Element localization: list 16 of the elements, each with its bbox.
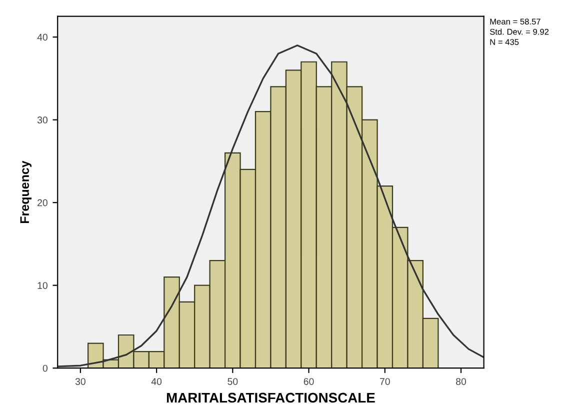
text: Std. Dev. = 9.92 bbox=[490, 28, 549, 35]
y-tick-label: 0 bbox=[42, 364, 48, 372]
text: Mean = 58.57 bbox=[490, 18, 540, 25]
y-tick-label: 30 bbox=[37, 116, 48, 124]
x-tick-label: 60 bbox=[304, 378, 314, 385]
text: N = 435 bbox=[490, 39, 519, 45]
x-tick-label: 50 bbox=[228, 378, 238, 385]
y-tick-label: 10 bbox=[38, 282, 48, 289]
x-tick-label: 70 bbox=[380, 378, 390, 385]
x-tick-label: 30 bbox=[75, 378, 86, 385]
x-tick-label: 40 bbox=[151, 378, 162, 385]
y-tick-label: 20 bbox=[38, 199, 48, 206]
y-tick-label: 40 bbox=[37, 34, 48, 41]
x-axis-title: MARITALSATISFACTIONSCALE bbox=[166, 392, 375, 403]
y-axis-title: Frequency bbox=[20, 160, 32, 223]
x-tick-label: 80 bbox=[456, 378, 466, 385]
